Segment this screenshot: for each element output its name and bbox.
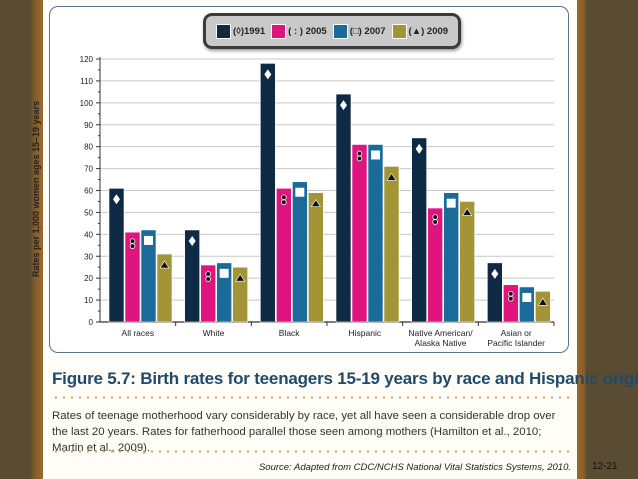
triangle-marker bbox=[235, 273, 246, 282]
triangle-marker bbox=[386, 172, 397, 181]
dotted-divider bbox=[52, 450, 572, 453]
x-tick-label: All races bbox=[122, 328, 155, 338]
x-tick-label: White bbox=[203, 328, 225, 338]
y-tick-label: 60 bbox=[84, 187, 93, 196]
bar-2005 bbox=[351, 144, 368, 323]
square-marker bbox=[295, 187, 305, 197]
square-marker bbox=[219, 268, 229, 278]
y-axis-label: Rates per 1,000 women ages 15–19 years bbox=[31, 100, 41, 278]
bar-1991 bbox=[184, 229, 200, 323]
dot-marker bbox=[129, 243, 136, 249]
y-tick-label: 70 bbox=[84, 165, 93, 174]
y-tick-label: 100 bbox=[80, 99, 94, 108]
bar-1991 bbox=[260, 63, 276, 323]
y-tick-label: 50 bbox=[84, 208, 93, 217]
legend-item-2005: ( : ) 2005 bbox=[271, 23, 327, 39]
legend-label: ( : ) 2005 bbox=[288, 25, 327, 37]
dot-marker bbox=[432, 214, 438, 220]
triangle-marker bbox=[310, 199, 321, 207]
dot-marker bbox=[356, 150, 363, 157]
legend-swatch bbox=[391, 23, 407, 39]
diamond-marker bbox=[491, 268, 499, 279]
x-tick-label: Hispanic bbox=[349, 328, 382, 338]
legend-swatch bbox=[271, 23, 287, 39]
x-tick-label: Native American/ bbox=[408, 328, 473, 338]
triangle-marker bbox=[159, 260, 170, 269]
bar-2007 bbox=[140, 229, 157, 323]
x-tick-label: Pacific Islander bbox=[487, 338, 545, 348]
x-tick-label: Alaska Native bbox=[415, 338, 467, 348]
bar-1991 bbox=[487, 262, 503, 323]
bar-2009 bbox=[383, 166, 400, 323]
figure-caption: Figure 5.7: Birth rates for teenagers 15… bbox=[52, 369, 638, 388]
bar-2007 bbox=[292, 181, 308, 323]
bar-2009 bbox=[308, 192, 324, 323]
diamond-marker bbox=[113, 194, 120, 205]
slide-number: 12-21 bbox=[592, 461, 618, 472]
dot-marker bbox=[508, 290, 514, 297]
dot-marker bbox=[281, 194, 287, 201]
square-marker bbox=[144, 235, 153, 245]
diamond-marker bbox=[188, 235, 196, 246]
triangle-marker bbox=[537, 297, 548, 306]
bar-2005 bbox=[200, 264, 216, 323]
bar-1991 bbox=[335, 93, 352, 323]
legend-item-2009: (▲) 2009 bbox=[391, 23, 449, 39]
legend-swatch bbox=[216, 23, 231, 39]
dot-marker bbox=[508, 295, 514, 302]
dot-marker bbox=[205, 276, 211, 282]
legend-label: (□) 2007 bbox=[349, 25, 386, 37]
square-marker bbox=[446, 198, 456, 208]
legend-label: (▲) 2009 bbox=[408, 25, 449, 37]
bar-2005 bbox=[276, 188, 292, 323]
bar-2005 bbox=[427, 207, 443, 323]
square-marker bbox=[371, 150, 380, 160]
bar-2009 bbox=[459, 201, 475, 323]
dotted-divider bbox=[52, 396, 572, 399]
legend-item-2007: (□) 2007 bbox=[332, 23, 386, 39]
x-tick-label: Black bbox=[279, 328, 301, 338]
slide-left-border bbox=[0, 0, 44, 479]
bar-2009 bbox=[156, 253, 173, 323]
y-tick-label: 0 bbox=[89, 318, 94, 327]
dot-marker bbox=[356, 155, 363, 162]
bar-2007 bbox=[367, 144, 384, 323]
y-tick-label: 90 bbox=[84, 121, 93, 130]
legend-swatch bbox=[332, 23, 348, 39]
bar-2005 bbox=[124, 231, 141, 323]
legend-item-1991: (◊)1991 bbox=[216, 23, 266, 39]
triangle-marker bbox=[462, 207, 473, 216]
diamond-marker bbox=[264, 69, 272, 80]
dot-marker bbox=[205, 271, 211, 277]
chart-legend: (◊)1991 ( : ) 2005 (□) 2007 (▲) 2009 bbox=[203, 13, 462, 49]
diamond-marker bbox=[415, 143, 423, 154]
y-tick-label: 30 bbox=[84, 252, 93, 261]
figure-source: Source: Adapted from CDC/NCHS National V… bbox=[258, 462, 571, 473]
y-tick-label: 40 bbox=[84, 230, 93, 239]
bar-1991 bbox=[108, 188, 125, 323]
y-tick-label: 10 bbox=[84, 296, 93, 305]
legend-label: (◊)1991 bbox=[233, 25, 266, 37]
bar-2009 bbox=[535, 291, 551, 323]
bar-1991 bbox=[411, 137, 427, 323]
square-marker bbox=[522, 292, 532, 302]
dot-marker bbox=[432, 219, 438, 225]
diamond-marker bbox=[340, 100, 347, 111]
y-tick-label: 20 bbox=[84, 274, 93, 283]
bar-2007 bbox=[443, 192, 459, 323]
figure-description: Rates of teenage motherhood vary conside… bbox=[52, 410, 556, 454]
y-tick-label: 120 bbox=[80, 55, 94, 64]
dot-marker bbox=[129, 238, 136, 244]
y-tick-label: 80 bbox=[84, 143, 93, 152]
slide-right-border bbox=[576, 0, 638, 479]
bar-2007 bbox=[519, 286, 535, 323]
x-tick-label: Asian or bbox=[501, 328, 532, 338]
bar-2005 bbox=[503, 284, 519, 323]
dot-marker bbox=[281, 199, 287, 206]
y-tick-label: 110 bbox=[80, 77, 93, 86]
